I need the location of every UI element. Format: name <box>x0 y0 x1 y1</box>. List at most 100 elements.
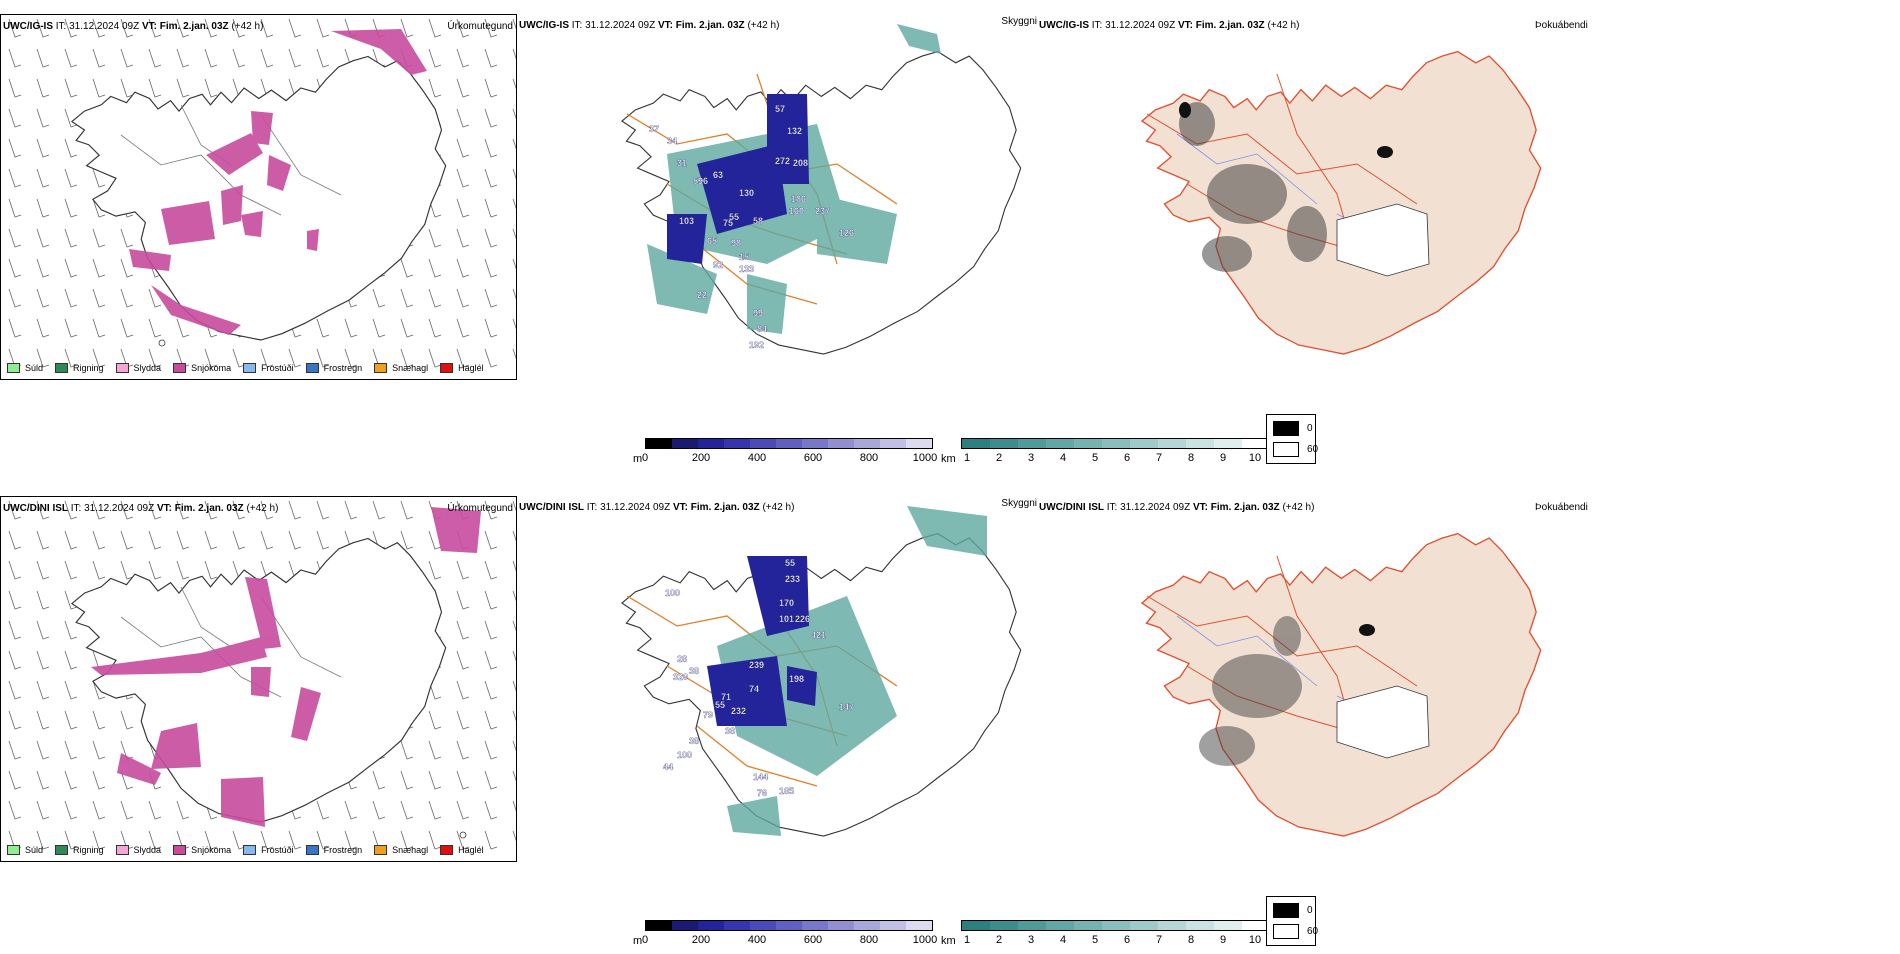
visibility-colorbar-segments <box>961 920 1271 931</box>
ceiling-value-label: 103 <box>679 216 694 226</box>
legend-item-drizzle: Súld <box>7 363 43 373</box>
visibility-unit: km <box>941 453 956 465</box>
legend-item-rain: Rigning <box>55 845 104 855</box>
ceiling-value-label: 101 <box>779 614 794 624</box>
colorbar-segment <box>698 439 724 448</box>
ceiling-value-label: 38 <box>725 726 735 736</box>
chart-header: UWC/IG-IS IT: 31.12.2024 09Z VT: Fim. 2.… <box>519 20 780 31</box>
ceiling-value-label: 272 <box>775 156 790 166</box>
ceiling-value-label: 100 <box>677 750 692 760</box>
ceiling-value-label: 71 <box>721 692 731 702</box>
colorbar-segment <box>802 921 828 930</box>
colorbar-segment <box>1130 439 1158 448</box>
chart-header: UWC/IG-IS IT: 31.12.2024 09Z VT: Fim. 2.… <box>1039 20 1300 31</box>
colorbar-segment <box>646 921 672 930</box>
fog-panel-2: UWC/DINI ISL IT: 31.12.2024 09Z VT: Fim.… <box>1037 496 1900 862</box>
ceiling-value-label: 22 <box>697 290 707 300</box>
ceiling-unit: m <box>633 935 643 947</box>
colorbar-segment <box>962 921 990 930</box>
colorbar-segment <box>1214 439 1242 448</box>
legend-item-freezing-drizzle: Frostúði <box>243 363 294 373</box>
sunshine-legend-max: 60 <box>1273 924 1318 939</box>
iceland-ceiling-map <box>621 24 1022 355</box>
precip-type-panel-1: UWC/IG-IS IT: 31.12.2024 09Z VT: Fim. 2.… <box>0 14 517 380</box>
iceland-ceiling-map <box>621 506 1022 837</box>
legend-item-sleet: Slydda <box>115 845 161 855</box>
ceiling-value-label: 208 <box>793 158 808 168</box>
ceiling-value-label: 233 <box>785 574 800 584</box>
visibility-unit: km <box>941 935 956 947</box>
precip-type-legend: Súld Rigning Slydda Snjókoma Frostúði Fr… <box>7 843 496 857</box>
legend-item-freezing-rain: Frostregn <box>305 363 362 373</box>
legend-item-graupel: Snæhagl <box>374 845 428 855</box>
sunshine-legend: 0 60 <box>1266 896 1318 946</box>
colorbar-segment <box>828 439 854 448</box>
ceiling-value-label: 58 <box>753 216 763 226</box>
colorbar-segment <box>1158 921 1186 930</box>
legend-item-sleet: Slydda <box>115 363 161 373</box>
panel-title: Þokuábendi <box>1535 20 1588 31</box>
ceiling-value-label: 38 <box>689 666 699 676</box>
colorbar-segment <box>802 439 828 448</box>
ceiling-value-label: 126 <box>839 228 854 238</box>
chart-header: UWC/DINI ISL IT: 31.12.2024 09Z VT: Fim.… <box>3 503 279 514</box>
ceiling-value-label: 596 <box>693 176 708 186</box>
colorbar-segment <box>1018 921 1046 930</box>
legend-item-hail: Haglél <box>440 845 484 855</box>
colorbar-segment <box>750 439 776 448</box>
sunshine-legend: 0 60 <box>1266 414 1318 464</box>
visibility-colorbar-segments <box>961 438 1271 449</box>
sunshine-legend-min: 0 <box>1273 421 1313 436</box>
ceiling-value-label: 15 <box>739 252 749 262</box>
colorbar-segment <box>672 439 698 448</box>
colorbar-segment <box>1130 921 1158 930</box>
colorbar-segment <box>1046 439 1074 448</box>
legend-item-rain: Rigning <box>55 363 104 373</box>
colorbar-segment <box>962 439 990 448</box>
colorbar-segment <box>1186 921 1214 930</box>
ceiling-value-label: 226 <box>795 614 810 624</box>
legend-item-hail: Haglél <box>440 363 484 373</box>
ceiling-colorbar-segments <box>645 920 933 931</box>
ceiling-value-label: 320 <box>673 672 688 682</box>
colorbar-segment <box>880 921 906 930</box>
colorbar-segment <box>1074 439 1102 448</box>
ceiling-value-label: 57 <box>775 104 785 114</box>
colorbar-segment <box>1018 439 1046 448</box>
sunshine-legend-min: 0 <box>1273 903 1313 918</box>
panel-title: Skyggni <box>1001 16 1037 27</box>
colorbar-segment <box>724 921 750 930</box>
ceiling-colorbar: m 0 200 400 600 800 1000 <box>633 920 937 954</box>
ceiling-value-label: 132 <box>787 126 802 136</box>
ceiling-value-label: 84 <box>757 324 767 334</box>
visibility-colorbar: km 1 2 3 4 5 6 7 8 9 10 <box>941 920 1271 954</box>
ceiling-value-label: 63 <box>713 170 723 180</box>
ceiling-value-label: 100 <box>665 588 680 598</box>
colorbar-segment <box>828 921 854 930</box>
colorbar-segment <box>646 439 672 448</box>
colorbar-segment <box>750 921 776 930</box>
panel-title: Úrkomutegund <box>447 21 513 32</box>
ceiling-unit: m <box>633 453 643 465</box>
ceiling-value-label: 232 <box>731 706 746 716</box>
sunshine-legend-max: 60 <box>1273 442 1318 457</box>
colorbar-segment <box>1102 921 1130 930</box>
ceiling-value-label: 28 <box>677 654 687 664</box>
chart-header: UWC/DINI ISL IT: 31.12.2024 09Z VT: Fim.… <box>1039 502 1315 513</box>
legend-item-snow: Snjókoma <box>173 363 231 373</box>
ceiling-value-label: 160 <box>789 206 804 216</box>
ceiling-value-label: 186 <box>791 194 806 204</box>
precip-type-legend: Súld Rigning Slydda Snjókoma Frostúði Fr… <box>7 361 496 375</box>
colorbar-segment <box>990 439 1018 448</box>
legend-item-freezing-rain: Frostregn <box>305 845 362 855</box>
colorbar-segment <box>1046 921 1074 930</box>
ceiling-value-label: 99 <box>753 308 763 318</box>
colorbar-segment <box>1242 439 1270 448</box>
ceiling-value-label: 170 <box>779 598 794 608</box>
colorbar-segment <box>1074 921 1102 930</box>
ceiling-value-label: 31 <box>677 158 687 168</box>
colorbar-segment <box>776 921 802 930</box>
ceiling-value-label: 44 <box>663 762 673 772</box>
ceiling-value-label: 198 <box>789 674 804 684</box>
